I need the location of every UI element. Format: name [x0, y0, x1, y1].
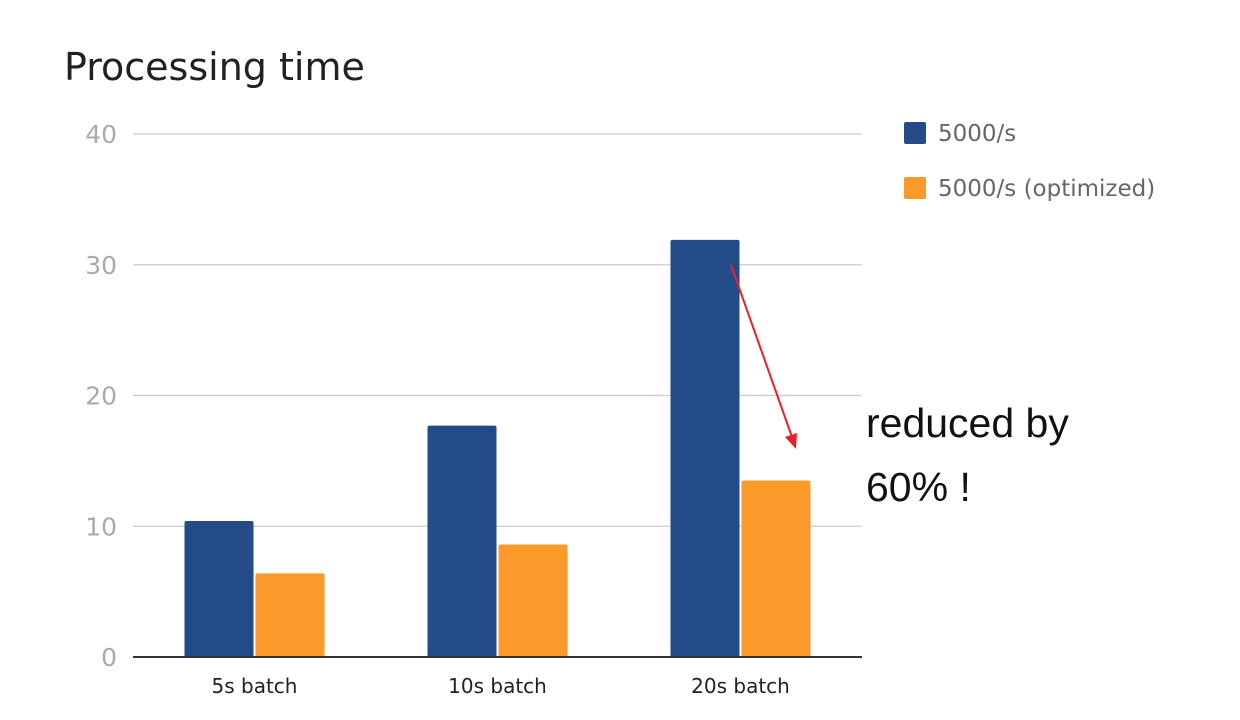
bars — [184, 239, 811, 657]
y-tick-label: 10 — [85, 512, 117, 541]
bar-optimized — [498, 544, 568, 657]
annotation: reduced by 60% ! — [730, 264, 1069, 510]
legend-label: 5000/s — [938, 121, 1016, 147]
x-tick-label: 5s batch — [212, 674, 298, 698]
annotation-arrow-head — [785, 433, 797, 449]
annotation-line-2: 60% ! — [866, 464, 971, 510]
x-tick-label: 20s batch — [691, 674, 790, 698]
bar-optimized — [255, 573, 325, 657]
bar-optimized — [741, 480, 811, 657]
x-tick-label: 10s batch — [448, 674, 547, 698]
gridlines — [133, 133, 862, 527]
legend-label: 5000/s (optimized) — [938, 176, 1155, 202]
y-tick-label: 30 — [85, 251, 117, 280]
y-tick-label: 0 — [101, 643, 117, 672]
legend-swatch — [904, 122, 926, 144]
bar-baseline — [427, 425, 497, 657]
bar-baseline — [184, 521, 254, 657]
legend: 5000/s 5000/s (optimized) — [904, 121, 1155, 202]
annotation-arrow — [730, 264, 793, 438]
y-tick-label: 20 — [85, 382, 117, 411]
x-axis-ticks: 5s batch 10s batch 20s batch — [212, 674, 790, 698]
legend-swatch — [904, 177, 926, 199]
chart-title: Processing time — [64, 45, 365, 89]
y-tick-label: 40 — [85, 120, 117, 149]
bar-baseline — [670, 239, 740, 657]
y-axis-ticks: 0 10 20 30 40 — [85, 120, 117, 672]
annotation-line-1: reduced by — [866, 400, 1069, 446]
